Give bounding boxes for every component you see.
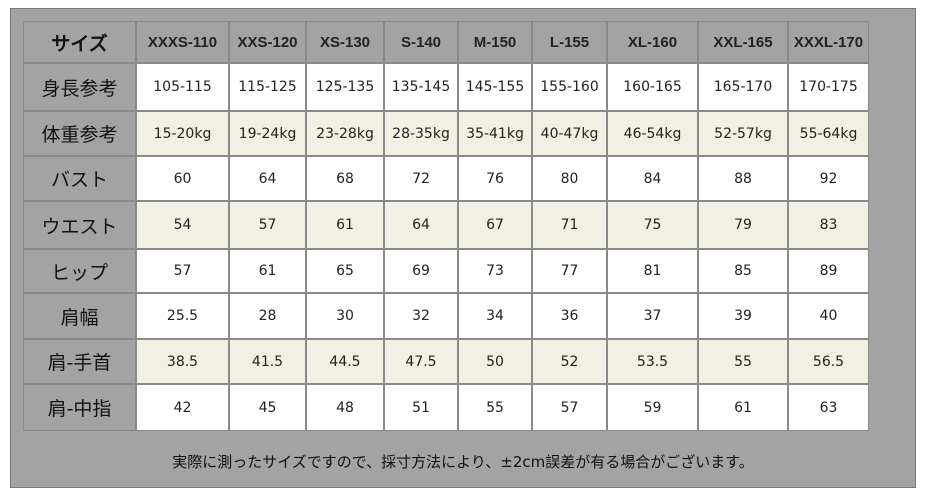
cell: 72 <box>384 156 458 201</box>
row-label: 身長参考 <box>23 63 136 111</box>
cell: 56.5 <box>788 339 869 384</box>
cell: 79 <box>698 201 788 249</box>
cell: 23-28kg <box>306 111 384 156</box>
cell: 67 <box>458 201 532 249</box>
cell: 42 <box>136 384 229 431</box>
header-cell: L-155 <box>532 21 607 63</box>
cell: 40 <box>788 293 869 339</box>
cell: 80 <box>532 156 607 201</box>
cell: 89 <box>788 249 869 293</box>
size-chart: 実際に測ったサイズですので、採寸方法により、±2cm誤差が有る場合がございます。… <box>10 8 916 488</box>
cell: 61 <box>229 249 306 293</box>
cell: 40-47kg <box>532 111 607 156</box>
row-label: 肩-手首 <box>23 339 136 384</box>
cell: 65 <box>306 249 384 293</box>
cell: 55-64kg <box>788 111 869 156</box>
note: 実際に測ったサイズですので、採寸方法により、±2cm誤差が有る場合がございます。 <box>172 452 754 471</box>
cell: 52 <box>532 339 607 384</box>
header-cell: XXL-165 <box>698 21 788 63</box>
cell: 64 <box>384 201 458 249</box>
cell: 85 <box>698 249 788 293</box>
header-cell: XS-130 <box>306 21 384 63</box>
cell: 57 <box>136 249 229 293</box>
cell: 37 <box>607 293 698 339</box>
cell: 54 <box>136 201 229 249</box>
cell: 28-35kg <box>384 111 458 156</box>
row-label: バスト <box>23 156 136 201</box>
cell: 92 <box>788 156 869 201</box>
cell: 64 <box>229 156 306 201</box>
cell: 34 <box>458 293 532 339</box>
cell: 52-57kg <box>698 111 788 156</box>
cell: 61 <box>698 384 788 431</box>
cell: 105-115 <box>136 63 229 111</box>
cell: 41.5 <box>229 339 306 384</box>
row-label: 肩-中指 <box>23 384 136 431</box>
cell: 38.5 <box>136 339 229 384</box>
header-cell: XXXL-170 <box>788 21 869 63</box>
cell: 115-125 <box>229 63 306 111</box>
cell: 84 <box>607 156 698 201</box>
cell: 63 <box>788 384 869 431</box>
cell: 81 <box>607 249 698 293</box>
cell: 51 <box>384 384 458 431</box>
header-cell: XXXS-110 <box>136 21 229 63</box>
cell: 39 <box>698 293 788 339</box>
cell: 59 <box>607 384 698 431</box>
cell: 45 <box>229 384 306 431</box>
cell: 73 <box>458 249 532 293</box>
cell: 71 <box>532 201 607 249</box>
cell: 75 <box>607 201 698 249</box>
cell: 35-41kg <box>458 111 532 156</box>
cell: 125-135 <box>306 63 384 111</box>
cell: 55 <box>458 384 532 431</box>
row-label: 体重参考 <box>23 111 136 156</box>
cell: 135-145 <box>384 63 458 111</box>
row-label: ヒップ <box>23 249 136 293</box>
cell: 30 <box>306 293 384 339</box>
cell: 25.5 <box>136 293 229 339</box>
cell: 57 <box>229 201 306 249</box>
header-cell: XL-160 <box>607 21 698 63</box>
cell: 68 <box>306 156 384 201</box>
cell: 145-155 <box>458 63 532 111</box>
cell: 48 <box>306 384 384 431</box>
cell: 165-170 <box>698 63 788 111</box>
cell: 69 <box>384 249 458 293</box>
cell: 15-20kg <box>136 111 229 156</box>
cell: 57 <box>532 384 607 431</box>
cell: 61 <box>306 201 384 249</box>
row-label: 肩幅 <box>23 293 136 339</box>
cell: 77 <box>532 249 607 293</box>
cell: 60 <box>136 156 229 201</box>
cell: 46-54kg <box>607 111 698 156</box>
header-cell: M-150 <box>458 21 532 63</box>
cell: 160-165 <box>607 63 698 111</box>
cell: 36 <box>532 293 607 339</box>
cell: 155-160 <box>532 63 607 111</box>
cell: 32 <box>384 293 458 339</box>
cell: 55 <box>698 339 788 384</box>
cell: 50 <box>458 339 532 384</box>
row-label: ウエスト <box>23 201 136 249</box>
header-cell: S-140 <box>384 21 458 63</box>
cell: 44.5 <box>306 339 384 384</box>
cell: 170-175 <box>788 63 869 111</box>
cell: 28 <box>229 293 306 339</box>
cell: 19-24kg <box>229 111 306 156</box>
cell: 76 <box>458 156 532 201</box>
cell: 88 <box>698 156 788 201</box>
cell: 53.5 <box>607 339 698 384</box>
header-cell: XXS-120 <box>229 21 306 63</box>
cell: 83 <box>788 201 869 249</box>
header-label: サイズ <box>23 21 136 63</box>
cell: 47.5 <box>384 339 458 384</box>
